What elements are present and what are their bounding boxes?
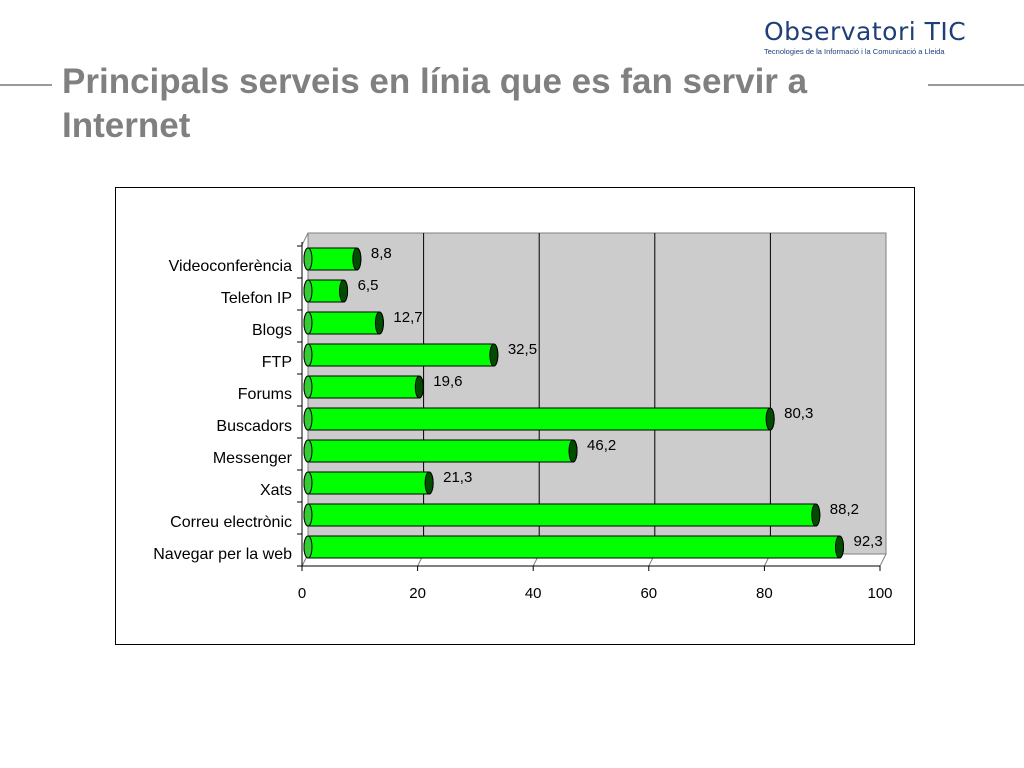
bar [303,311,384,335]
bar-end-cap [568,439,578,463]
logo-name: Observatori TIC [764,17,967,46]
bar-start-cap [303,439,313,463]
bar-start-cap [303,471,313,495]
value-label: 8,8 [371,245,392,262]
bar-start-cap [303,311,313,335]
bar-end-cap [834,535,844,559]
title-rule-right [928,84,1024,86]
bar-start-cap [303,375,313,399]
bar-start-cap [303,343,313,367]
category-label: Messenger [213,450,293,467]
category-label: Forums [238,386,292,403]
bar [303,503,821,527]
bar-end-cap [352,247,362,271]
value-label: 92,3 [853,533,882,550]
value-label: 46,2 [587,437,616,454]
bar-end-cap [489,343,499,367]
x-tick-label: 40 [525,585,542,602]
logo-subtitle: Tecnologies de la Informació i la Comuni… [764,47,945,56]
bar [303,439,578,463]
title-rule-left [0,84,52,86]
bar-end-cap [765,407,775,431]
bar-start-cap [303,407,313,431]
category-label: Blogs [252,322,292,339]
bar-start-cap [303,503,313,527]
bar-end-cap [811,503,821,527]
bar-start-cap [303,247,313,271]
observatori-tic-logo: Observatori TIC Tecnologies de la Inform… [764,17,994,57]
category-label: Navegar per la web [153,546,292,563]
value-label: 12,7 [393,309,422,326]
x-tick-label: 100 [867,585,892,602]
bar-start-cap [303,535,313,559]
value-label: 6,5 [358,277,379,294]
bar [303,343,499,367]
bar-end-cap [414,375,424,399]
bar [303,535,844,559]
category-label: Buscadors [216,418,292,435]
bar [303,247,362,271]
value-label: 88,2 [830,501,859,518]
bar [303,375,424,399]
value-label: 21,3 [443,469,472,486]
x-tick-label: 60 [640,585,657,602]
bar-start-cap [303,279,313,303]
bar-end-cap [374,311,384,335]
category-label: Telefon IP [221,290,292,307]
bar-end-cap [339,279,349,303]
x-tick-label: 0 [298,585,306,602]
category-label: Xats [260,482,292,499]
bar-end-cap [424,471,434,495]
category-label: FTP [262,354,292,371]
x-tick-label: 20 [409,585,426,602]
value-label: 80,3 [784,405,813,422]
value-label: 32,5 [508,341,537,358]
category-label: Videoconferència [169,258,292,275]
bar [303,471,434,495]
category-label: Correu electrònic [170,514,292,531]
slide-title: Principals serveis en línia que es fan s… [62,62,808,145]
chart-frame: 0 20 40 60 80 100 Videoconferència 8,8 Telefon I… [115,187,915,645]
bar [303,407,775,431]
x-tick-label: 80 [756,585,773,602]
bar-chart: 0 20 40 60 80 100 Videoconferència 8,8 Telefon I… [153,232,893,602]
value-label: 19,6 [433,373,462,390]
